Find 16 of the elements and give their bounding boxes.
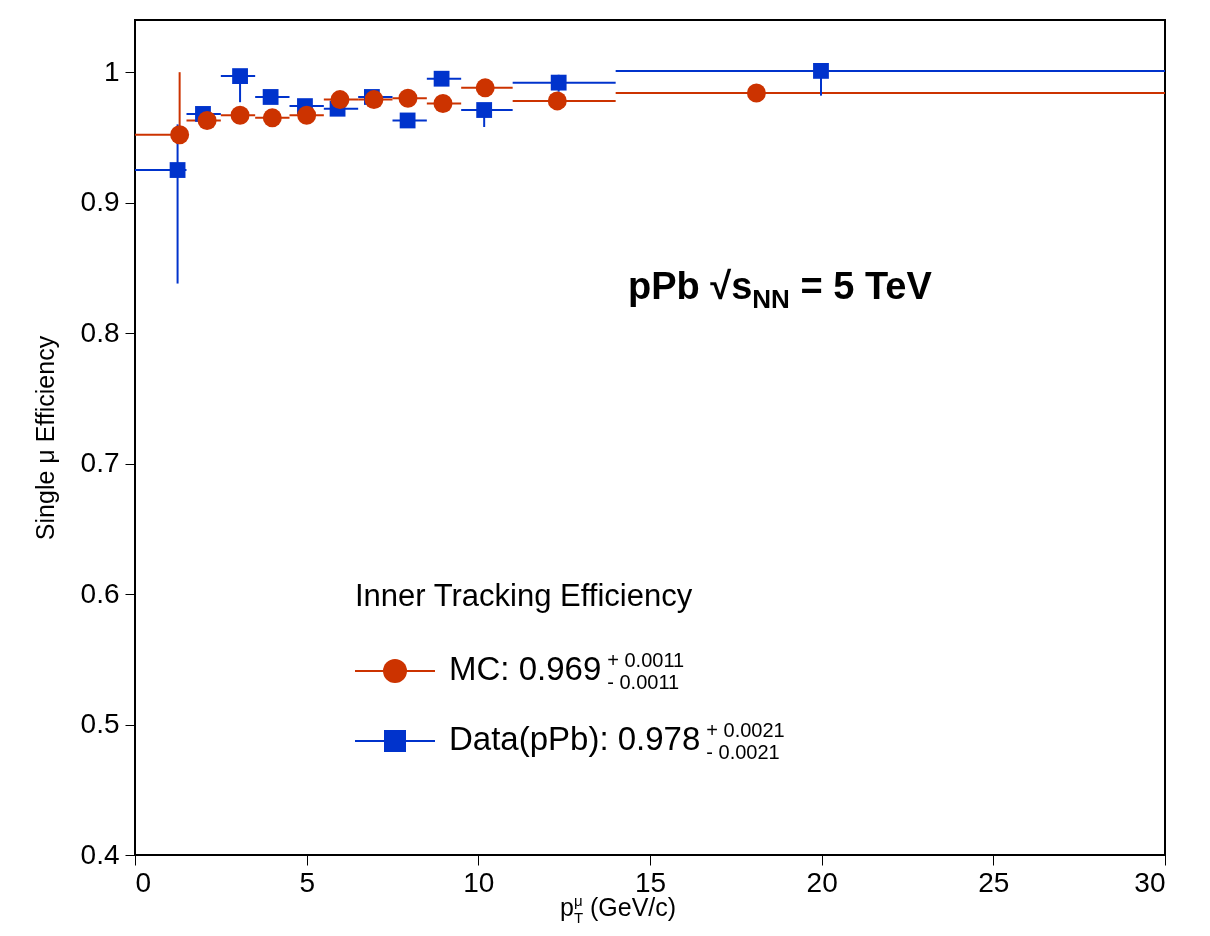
x-tick-label: 10 (463, 866, 495, 898)
y-tick-label: 0.8 (80, 316, 120, 348)
x-tick-label: 25 (978, 866, 1010, 898)
y-tick-label: 0.6 (80, 577, 120, 609)
y-tick-label: 1 (103, 55, 120, 87)
x-tick-label: 30 (1134, 866, 1166, 898)
annotation: pPb √s$_{NN}$ = 5 TeV (628, 265, 932, 315)
y-tick-label: 0.5 (80, 708, 120, 740)
x-tick-label: 0 (135, 866, 152, 898)
x-tick-label: 5 (299, 866, 315, 898)
x-tick-label: 20 (806, 866, 838, 898)
y-axis-title: Single μ Efficiency (30, 335, 59, 541)
y-tick-label: 0.7 (80, 447, 120, 479)
legend-title: Inner Tracking Efficiency (355, 578, 694, 614)
y-tick-label: 0.4 (80, 838, 120, 870)
y-tick-label: 0.9 (80, 186, 120, 218)
